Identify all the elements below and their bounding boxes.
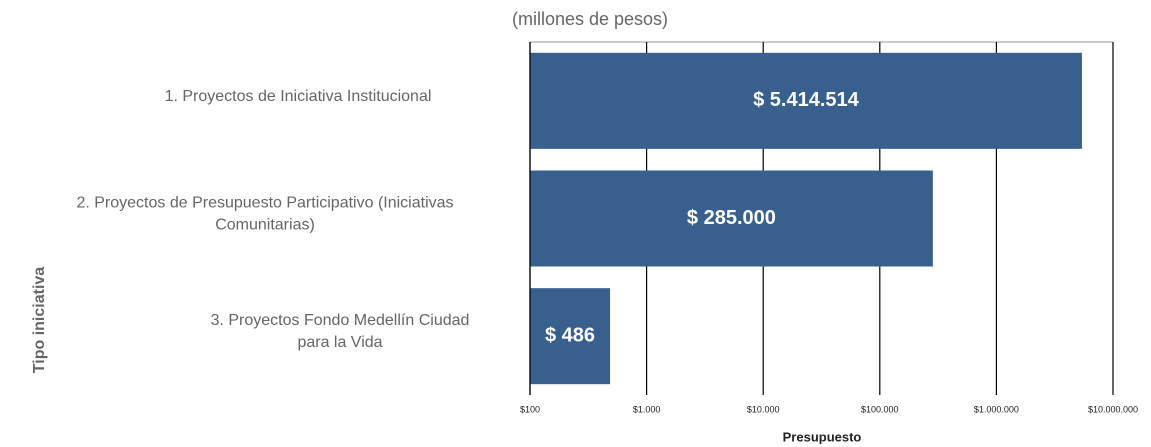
chart-subtitle: (millones de pesos) <box>512 9 668 29</box>
label-line: 3. Proyectos Fondo Medellín Ciudad <box>211 312 470 329</box>
value-label: $ 486 <box>545 324 595 346</box>
x-tick-label: $100 <box>520 404 540 414</box>
x-tick-label: $1.000 <box>633 404 661 414</box>
value-label: $ 285.000 <box>687 207 776 229</box>
x-tick-label: $1.000.000 <box>974 404 1019 414</box>
label-line: 1. Proyectos de Iniciativa Institucional <box>165 88 432 105</box>
bar <box>530 288 611 385</box>
x-tick-label: $10.000 <box>747 404 780 414</box>
label-line: para la Vida <box>297 334 382 351</box>
label-line: 2. Proyectos de Presupuesto Participativ… <box>76 195 453 212</box>
y-tick-label: 3. Proyectos Fondo Medellín Ciudad para l… <box>211 312 470 351</box>
x-axis-label: Presupuesto <box>783 429 862 444</box>
bar <box>530 52 1082 149</box>
value-label: $ 5.414.514 <box>753 89 860 111</box>
label-line: Comunitarias) <box>215 217 315 234</box>
y-tick-label: 1. Proyectos de Iniciativa Institucional <box>165 88 432 105</box>
y-tick-label: 2. Proyectos de Presupuesto Participativ… <box>76 195 453 234</box>
bar <box>530 170 933 267</box>
x-tick-label: $10.000.000 <box>1088 404 1138 414</box>
y-axis-label: Tipo iniciativa <box>31 267 48 374</box>
x-tick-label: $100.000 <box>861 404 899 414</box>
